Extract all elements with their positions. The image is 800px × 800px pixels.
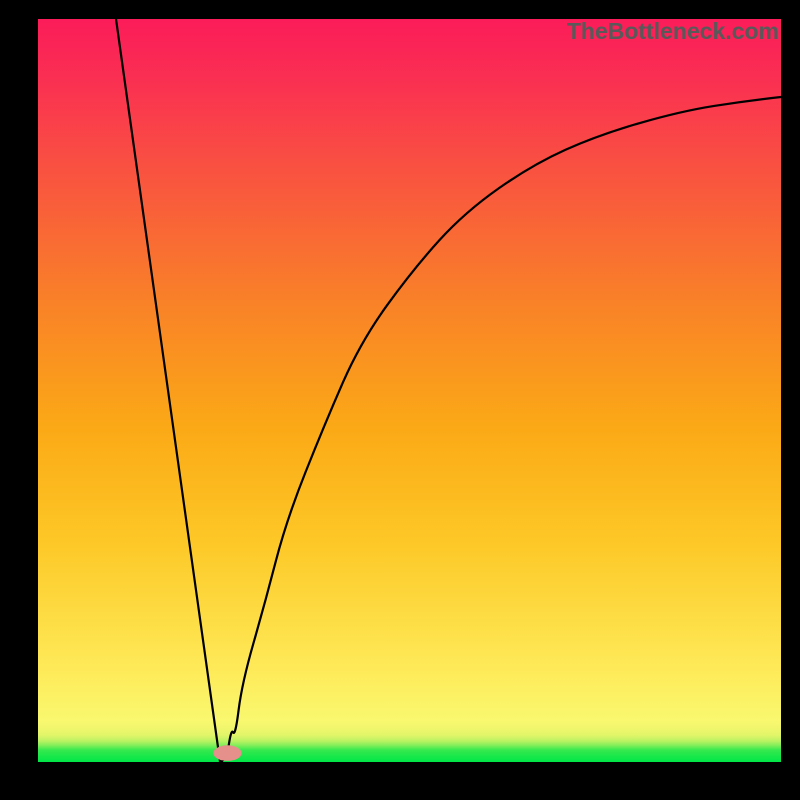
bottleneck-curve-chart xyxy=(38,19,781,762)
plot-area xyxy=(38,19,781,762)
watermark-text: TheBottleneck.com xyxy=(567,18,779,45)
chart-frame: TheBottleneck.com xyxy=(0,0,800,800)
optimal-point-marker xyxy=(213,745,241,761)
gradient-background xyxy=(38,19,781,762)
